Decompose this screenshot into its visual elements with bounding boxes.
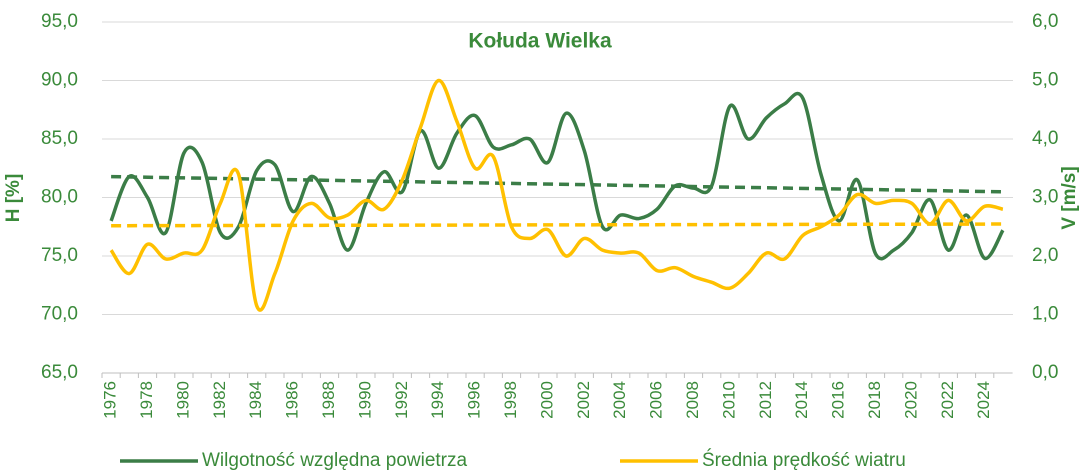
- y-tick-label: 65,0: [41, 362, 78, 383]
- x-tick-label: 2008: [683, 381, 702, 419]
- y2-tick-label: 2,0: [1032, 245, 1058, 266]
- x-tick-label: 2012: [756, 381, 775, 419]
- x-tick-label: 1982: [210, 381, 229, 419]
- x-tick-label: 1990: [355, 381, 374, 419]
- x-tick-label: 2018: [865, 381, 884, 419]
- y-tick-label: 95,0: [41, 11, 78, 32]
- x-tick-label: 2020: [901, 381, 920, 419]
- x-tick-label: 2016: [829, 381, 848, 419]
- x-tick-label: 1994: [428, 381, 447, 419]
- y2-tick-label: 4,0: [1032, 128, 1058, 149]
- x-tick-label: 2000: [537, 381, 556, 419]
- x-tick-label: 2014: [792, 381, 811, 419]
- y2-tick-label: 6,0: [1032, 11, 1058, 32]
- chart-title: Kołuda Wielka: [468, 30, 612, 53]
- x-tick-label: 1978: [137, 381, 156, 419]
- trendline: [111, 174, 1003, 194]
- x-tick-label: 1992: [392, 381, 411, 419]
- y-tick-label: 85,0: [41, 128, 78, 149]
- x-tick-label: 2006: [647, 381, 666, 419]
- x-tick-label: 2024: [974, 381, 993, 419]
- y-axis-title: H [%]: [3, 174, 24, 223]
- series-line: [109, 78, 1004, 312]
- x-tick-label: 1980: [173, 381, 192, 419]
- x-tick-label: 1976: [101, 381, 120, 419]
- legend-label: Średnia prędkość wiatru: [702, 449, 906, 470]
- x-tick-label: 1988: [319, 381, 338, 419]
- x-tick-label: 2004: [610, 381, 629, 419]
- x-tick-label: 1998: [501, 381, 520, 419]
- y2-tick-label: 3,0: [1032, 187, 1058, 208]
- y-tick-label: 70,0: [41, 304, 78, 325]
- y2-tick-label: 0,0: [1032, 362, 1058, 383]
- x-tick-label: 2022: [938, 381, 957, 419]
- y-tick-label: 90,0: [41, 70, 78, 91]
- legend-label: Wilgotność względna powietrza: [202, 450, 468, 470]
- x-tick-label: 1986: [283, 381, 302, 419]
- y2-tick-label: 1,0: [1032, 304, 1058, 325]
- x-tick-label: 2010: [719, 381, 738, 419]
- x-tick-label: 2002: [574, 381, 593, 419]
- series-line: [109, 91, 1005, 261]
- y2-tick-label: 5,0: [1032, 70, 1058, 91]
- x-tick-label: 1996: [465, 381, 484, 419]
- y-tick-label: 80,0: [41, 187, 78, 208]
- y-tick-label: 75,0: [41, 245, 78, 266]
- y2-axis-title: V [m/s]: [1059, 166, 1080, 229]
- trendline: [111, 222, 1003, 228]
- x-tick-label: 1984: [246, 381, 265, 419]
